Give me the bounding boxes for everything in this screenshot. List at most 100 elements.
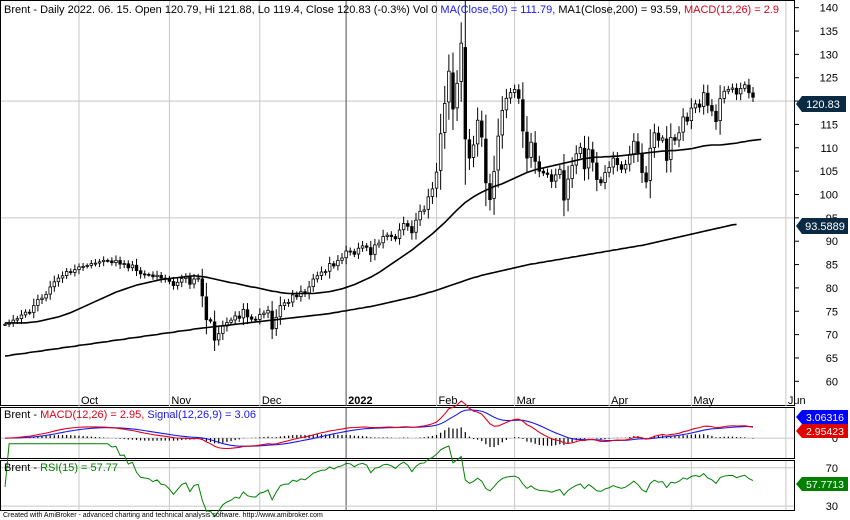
candle-body bbox=[143, 273, 147, 276]
candle-body bbox=[290, 294, 295, 303]
candle-body bbox=[475, 119, 480, 145]
candle-body bbox=[455, 82, 459, 109]
candle bbox=[685, 112, 689, 126]
candle-body bbox=[356, 247, 361, 255]
candle bbox=[249, 314, 254, 322]
candle-body bbox=[463, 47, 468, 140]
candle bbox=[208, 317, 213, 324]
ma50-line bbox=[5, 138, 762, 324]
candle bbox=[44, 291, 48, 302]
candle bbox=[706, 84, 710, 114]
macd-title-macd: MACD(12,26) = 2.95, bbox=[40, 409, 147, 421]
candle bbox=[669, 123, 673, 173]
candle-body bbox=[451, 72, 455, 110]
candle-body bbox=[97, 261, 102, 264]
candle bbox=[122, 260, 126, 269]
candle-body bbox=[40, 297, 44, 300]
macd-badge: 2.95423 bbox=[796, 424, 848, 438]
candle-body bbox=[656, 132, 661, 141]
candle-body bbox=[438, 133, 443, 171]
y-tick-label: 60 bbox=[826, 376, 838, 388]
candle-body bbox=[541, 170, 546, 174]
candle-body bbox=[369, 247, 373, 256]
candle bbox=[315, 271, 320, 283]
candle bbox=[447, 54, 451, 120]
candle-body bbox=[401, 223, 406, 231]
candle bbox=[19, 309, 24, 325]
candle-body bbox=[418, 210, 422, 221]
candle-body bbox=[56, 277, 61, 283]
candle-body bbox=[60, 275, 65, 279]
candle bbox=[677, 126, 681, 148]
candle-body bbox=[274, 316, 278, 329]
close-price-badge: 120.83 bbox=[796, 96, 846, 112]
y-tick-label: 100 bbox=[820, 189, 838, 201]
candle bbox=[603, 165, 607, 190]
price-pane-title: Brent - Daily 2022. 06. 15. Open 120.79,… bbox=[4, 4, 779, 16]
candle bbox=[204, 282, 209, 335]
candle bbox=[93, 259, 98, 267]
candle-body bbox=[23, 311, 28, 316]
candle-body bbox=[410, 226, 414, 234]
candle-body bbox=[286, 301, 291, 304]
candle-body bbox=[327, 263, 332, 272]
candle-body bbox=[406, 223, 410, 227]
candle bbox=[406, 220, 410, 231]
candle-body bbox=[266, 309, 270, 314]
candle bbox=[714, 104, 718, 130]
candle-body bbox=[200, 278, 204, 297]
candle bbox=[130, 261, 135, 272]
rsi-badge-text: 57.7713 bbox=[806, 479, 844, 491]
candle bbox=[541, 167, 546, 177]
candle bbox=[106, 258, 110, 263]
candle-body bbox=[262, 312, 266, 315]
candle-body bbox=[307, 286, 311, 294]
candle bbox=[726, 85, 731, 95]
candle-body bbox=[434, 171, 439, 189]
candle-body bbox=[599, 179, 603, 184]
candle bbox=[278, 296, 283, 325]
candle-body bbox=[677, 132, 681, 141]
candle-body bbox=[570, 165, 574, 179]
candle-body bbox=[36, 299, 40, 306]
candle-body bbox=[660, 137, 665, 141]
candle bbox=[171, 276, 176, 290]
candle-body bbox=[607, 167, 611, 173]
candle bbox=[393, 233, 398, 242]
candle bbox=[480, 110, 484, 147]
candle bbox=[496, 118, 500, 188]
y-tick-label: 80 bbox=[826, 283, 838, 295]
candle-body bbox=[562, 170, 566, 201]
candle-body bbox=[332, 263, 336, 267]
candle-body bbox=[323, 271, 328, 273]
candle-body bbox=[648, 147, 652, 181]
x-tick-label: 2022 bbox=[348, 395, 372, 407]
candle bbox=[529, 132, 533, 168]
candle-body bbox=[114, 259, 118, 263]
candle-body bbox=[364, 245, 369, 248]
candle bbox=[360, 240, 365, 252]
candle bbox=[619, 161, 624, 174]
price-y-axis: 6065707580859095100105110115120125130135… bbox=[794, 3, 838, 388]
candle-body bbox=[64, 271, 69, 276]
candle-body bbox=[558, 168, 562, 176]
candle bbox=[537, 155, 541, 178]
candle-body bbox=[714, 110, 718, 123]
candle bbox=[414, 212, 418, 240]
candle-body bbox=[44, 294, 48, 299]
candle bbox=[196, 273, 200, 283]
candle-body bbox=[208, 319, 213, 322]
candle bbox=[110, 257, 114, 266]
candle bbox=[217, 326, 221, 346]
y-tick-label: 140 bbox=[820, 3, 838, 15]
candle bbox=[23, 309, 28, 318]
candle-body bbox=[664, 138, 669, 161]
candle bbox=[504, 88, 509, 119]
header-macd: MACD(12,26) = 2.9 bbox=[684, 4, 779, 16]
candle bbox=[636, 133, 640, 163]
candle-body bbox=[204, 296, 209, 321]
candle bbox=[660, 135, 665, 143]
candle bbox=[344, 245, 348, 265]
candle bbox=[701, 84, 706, 115]
candle-body bbox=[443, 103, 447, 133]
